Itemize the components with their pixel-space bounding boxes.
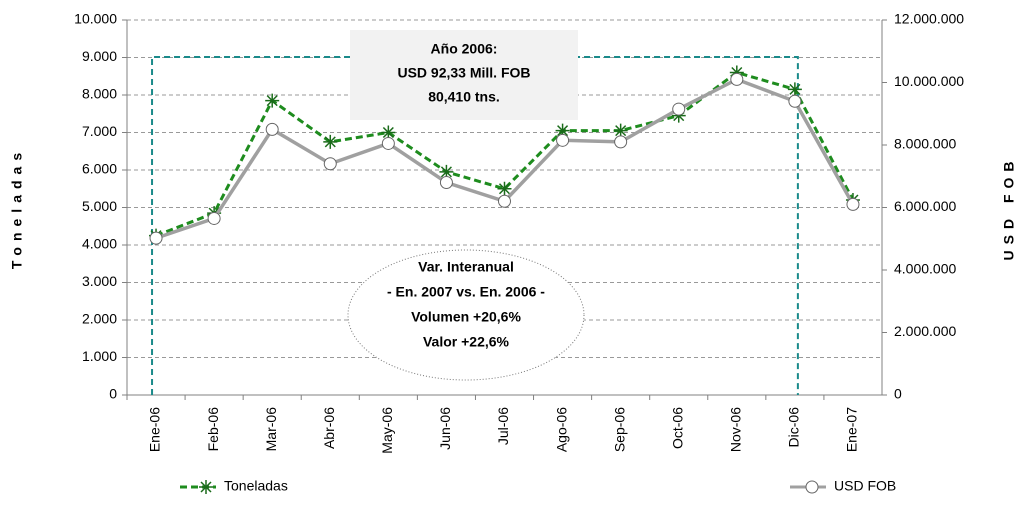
y-tick-label: 3.000 bbox=[82, 273, 117, 289]
y-tick-label: 2.000 bbox=[82, 311, 117, 327]
y-tick-label: 7.000 bbox=[82, 123, 117, 139]
marker bbox=[381, 125, 396, 140]
marker-stroke bbox=[789, 83, 801, 95]
y-axis-label: Toneladas bbox=[9, 147, 25, 269]
x-tick-label: Jun-06 bbox=[437, 407, 453, 450]
y2-tick-label: 4.000.000 bbox=[894, 261, 956, 277]
y2-tick-label: 2.000.000 bbox=[894, 323, 956, 339]
marker bbox=[439, 176, 453, 189]
y-tick-label: 1.000 bbox=[82, 348, 117, 364]
marker bbox=[672, 102, 686, 116]
y2-tick-label: 6.000.000 bbox=[894, 198, 956, 214]
x-tick-label: Ene-06 bbox=[147, 407, 163, 452]
y-tick-label: 4.000 bbox=[82, 236, 117, 252]
marker bbox=[614, 135, 628, 149]
legend-label: Toneladas bbox=[224, 478, 288, 494]
x-tick-label: Oct-06 bbox=[669, 407, 685, 449]
x-tick-label: Dic-06 bbox=[786, 407, 802, 448]
annotation-text: - En. 2007 vs. En. 2006 - bbox=[387, 284, 545, 300]
legend-label: USD FOB bbox=[834, 478, 896, 494]
y-tick-label: 5.000 bbox=[82, 198, 117, 214]
marker-stroke bbox=[266, 95, 278, 107]
y-tick-label: 8.000 bbox=[82, 86, 117, 102]
marker bbox=[498, 194, 511, 208]
x-tick-label: Abr-06 bbox=[321, 407, 337, 449]
y-tick-label: 10.000 bbox=[74, 11, 117, 27]
x-tick-label: Feb-06 bbox=[205, 407, 221, 452]
x-tick-label: Nov-06 bbox=[728, 407, 744, 452]
marker-stroke bbox=[440, 166, 452, 178]
y2-axis-label: USD FOB bbox=[1001, 156, 1017, 261]
legend-marker bbox=[199, 480, 213, 494]
annotation-text: 80,410 tns. bbox=[428, 89, 500, 105]
marker bbox=[556, 133, 570, 147]
y-tick-label: 9.000 bbox=[82, 48, 117, 64]
y2-tick-label: 8.000.000 bbox=[894, 136, 956, 152]
x-tick-label: Jul-06 bbox=[495, 407, 511, 445]
annotation-box bbox=[350, 30, 578, 120]
y-tick-label: 0 bbox=[109, 386, 117, 402]
x-tick-label: Mar-06 bbox=[263, 407, 279, 452]
marker-stroke bbox=[615, 125, 627, 137]
annotation-text: Valor +22,6% bbox=[423, 334, 510, 350]
x-tick-label: May-06 bbox=[379, 407, 395, 454]
annotation-text: Var. Interanual bbox=[418, 259, 514, 275]
x-tick-label: Sep-06 bbox=[611, 407, 627, 452]
marker bbox=[207, 211, 221, 225]
y-tick-label: 6.000 bbox=[82, 161, 117, 177]
marker bbox=[613, 123, 628, 138]
marker bbox=[846, 197, 860, 211]
marker bbox=[497, 181, 512, 196]
annotation-text: USD 92,33 Mill. FOB bbox=[397, 65, 530, 81]
marker-stroke bbox=[498, 183, 511, 195]
marker bbox=[149, 231, 163, 245]
y2-tick-label: 12.000.000 bbox=[894, 11, 964, 27]
marker bbox=[323, 134, 338, 149]
marker-stroke bbox=[382, 126, 394, 139]
annotation-ellipse bbox=[347, 249, 585, 381]
y2-tick-label: 10.000.000 bbox=[894, 73, 964, 89]
marker bbox=[265, 93, 280, 108]
marker bbox=[788, 94, 802, 108]
marker-stroke bbox=[200, 481, 212, 493]
marker bbox=[787, 82, 802, 97]
legend-marker bbox=[805, 480, 819, 494]
marker bbox=[730, 72, 744, 86]
marker bbox=[323, 157, 337, 171]
x-tick-label: Ago-06 bbox=[553, 407, 569, 452]
marker-stroke bbox=[557, 125, 569, 137]
x-tick-label: Ene-07 bbox=[844, 407, 860, 452]
marker-stroke bbox=[324, 136, 336, 148]
annotation-text: Año 2006: bbox=[431, 41, 498, 57]
marker bbox=[265, 122, 279, 136]
annotation-text: Volumen +20,6% bbox=[411, 309, 521, 325]
y2-tick-label: 0 bbox=[894, 386, 902, 402]
marker bbox=[381, 136, 395, 150]
